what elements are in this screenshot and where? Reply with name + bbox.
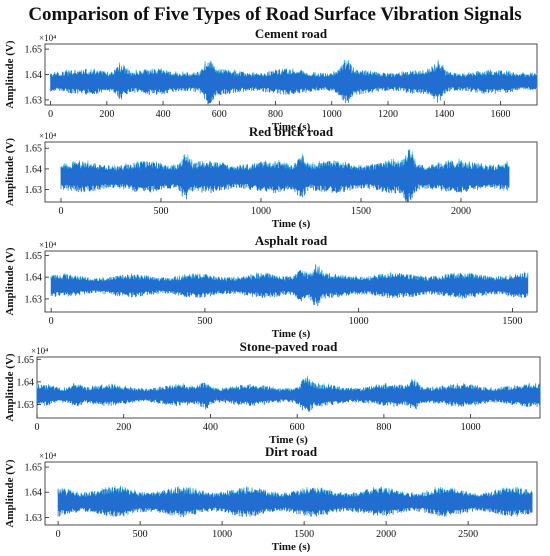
y-tick-label: 1.65 xyxy=(17,355,35,366)
y-tick-label: 1.65 xyxy=(25,144,43,155)
y-axis-label: Amplitude (V) xyxy=(4,247,16,315)
subplot-title: Cement road xyxy=(255,26,328,41)
x-tick-label: 1400 xyxy=(434,109,454,120)
figure-title: Comparison of Five Types of Road Surface… xyxy=(28,4,522,25)
signal-line xyxy=(50,61,538,105)
y-axis-label: Amplitude (V) xyxy=(4,40,16,108)
x-tick-label: 1500 xyxy=(502,316,522,327)
subplot-3 xyxy=(44,250,538,313)
x-tick-label: 600 xyxy=(290,422,305,433)
x-tick-label: 400 xyxy=(156,109,171,120)
plot-frame xyxy=(44,141,538,203)
plot-frame xyxy=(44,250,538,313)
y-tick-label: 1.64 xyxy=(25,164,43,175)
x-tick-label: 800 xyxy=(268,109,283,120)
signal-line xyxy=(50,265,529,307)
y-tick-label: 1.63 xyxy=(17,400,35,411)
x-tick-label: 500 xyxy=(154,206,169,217)
x-tick-label: 1500 xyxy=(294,529,314,540)
y-exponent-label: ×10⁴ xyxy=(31,346,48,356)
y-tick-label: 1.64 xyxy=(17,377,35,388)
signal-trace xyxy=(57,498,533,507)
y-exponent-label: ×10⁴ xyxy=(39,240,56,250)
subplot-title: Asphalt road xyxy=(255,233,328,248)
x-tick-label: 0 xyxy=(59,206,64,217)
x-tick-label: 1000 xyxy=(251,206,271,217)
x-axis-label: Time (s) xyxy=(272,541,311,553)
signal-line xyxy=(60,150,510,202)
subplot-1 xyxy=(44,43,538,106)
signal-trace xyxy=(60,173,510,181)
y-tick-label: 1.63 xyxy=(25,294,43,305)
y-tick-label: 1.65 xyxy=(25,45,43,56)
y-axis-label: Amplitude (V) xyxy=(4,459,16,527)
x-tick-label: 0 xyxy=(48,109,53,120)
y-tick-label: 1.63 xyxy=(25,513,43,524)
y-axis-label: Amplitude (V) xyxy=(4,138,16,206)
y-exponent-label: ×10⁴ xyxy=(39,131,56,141)
y-tick-label: 1.63 xyxy=(25,95,43,106)
y-tick-label: 1.63 xyxy=(25,185,43,196)
subplot-title: Red brick road xyxy=(249,124,334,139)
plot-frame xyxy=(44,461,538,526)
x-tick-label: 1000 xyxy=(212,529,232,540)
y-exponent-label: ×10⁴ xyxy=(39,451,56,461)
x-axis-label: Time (s) xyxy=(269,434,308,446)
signal-trace xyxy=(50,79,538,85)
subplot-title: Stone-paved road xyxy=(240,339,338,354)
x-tick-label: 1600 xyxy=(490,109,510,120)
x-tick-label: 1500 xyxy=(351,206,371,217)
x-tick-label: 0 xyxy=(35,422,40,433)
y-tick-label: 1.64 xyxy=(25,70,43,81)
y-tick-label: 1.65 xyxy=(25,463,43,474)
x-tick-label: 800 xyxy=(376,422,391,433)
x-tick-label: 0 xyxy=(49,316,54,327)
x-tick-label: 1000 xyxy=(322,109,342,120)
x-tick-label: 1200 xyxy=(378,109,398,120)
x-tick-label: 2000 xyxy=(451,206,471,217)
x-tick-label: 500 xyxy=(197,316,212,327)
x-tick-label: 600 xyxy=(212,109,227,120)
x-tick-label: 1000 xyxy=(349,316,369,327)
signal-trace xyxy=(50,283,528,289)
y-axis-label: Amplitude (V) xyxy=(4,353,16,421)
x-tick-label: 500 xyxy=(133,529,148,540)
y-exponent-label: ×10⁴ xyxy=(39,33,56,43)
y-tick-label: 1.64 xyxy=(25,273,43,284)
x-axis-label: Time (s) xyxy=(272,328,311,340)
subplot-2 xyxy=(44,141,538,203)
y-tick-label: 1.65 xyxy=(25,251,43,262)
x-tick-label: 200 xyxy=(99,109,114,120)
subplot-5 xyxy=(44,461,538,526)
x-axis-label: Time (s) xyxy=(272,121,311,133)
x-axis-label: Time (s) xyxy=(272,218,311,230)
x-tick-label: 200 xyxy=(116,422,131,433)
x-tick-label: 0 xyxy=(56,529,61,540)
subplot-title: Dirt road xyxy=(265,444,318,459)
y-tick-label: 1.64 xyxy=(25,488,43,499)
x-tick-label: 400 xyxy=(203,422,218,433)
x-tick-label: 2000 xyxy=(376,529,396,540)
x-tick-label: 2500 xyxy=(458,529,478,540)
x-tick-label: 1000 xyxy=(461,422,481,433)
signal-trace xyxy=(36,392,541,399)
subplot-4 xyxy=(36,356,541,419)
